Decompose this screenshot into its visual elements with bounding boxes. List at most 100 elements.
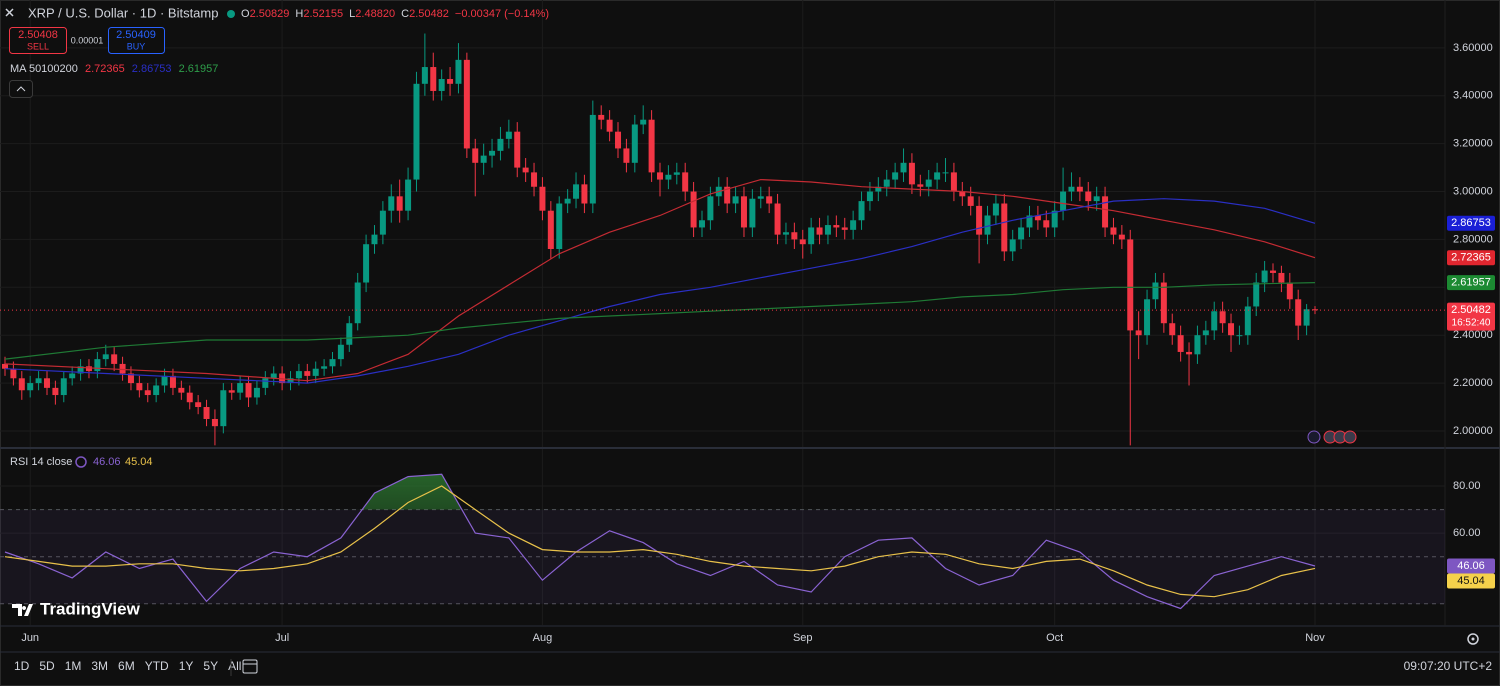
candle-body xyxy=(203,407,210,419)
brand: TradingView xyxy=(40,599,141,618)
candle-body xyxy=(379,210,386,235)
candle-body xyxy=(1219,311,1226,324)
candle-body xyxy=(1034,215,1041,221)
settings-icon[interactable] xyxy=(1467,633,1479,645)
candle-body xyxy=(237,383,244,393)
ohlc-value: 2.48820 xyxy=(355,8,395,20)
candle-body xyxy=(573,184,580,199)
candle-body xyxy=(119,363,126,374)
rsi-line xyxy=(4,473,1316,610)
candle-body xyxy=(564,198,571,204)
candle-body xyxy=(186,392,193,403)
candle-body xyxy=(94,359,101,372)
y-tick-label: 80.00 xyxy=(1453,480,1481,492)
axis-tag-label: 45.04 xyxy=(1457,575,1485,587)
range-button[interactable]: 5D xyxy=(39,659,55,673)
x-tick-label: Sep xyxy=(793,632,813,644)
candle-body xyxy=(405,179,412,211)
candle-body xyxy=(615,131,622,149)
candle-body xyxy=(1244,306,1251,336)
y-tick-label: 2.20000 xyxy=(1453,377,1493,389)
candle-body xyxy=(287,378,294,384)
candle-body xyxy=(321,366,328,369)
spread: 0.00001 xyxy=(71,35,104,45)
candle-body xyxy=(976,205,983,235)
candle-body xyxy=(136,383,143,391)
axis-tag xyxy=(1447,558,1495,574)
ohlc-key: H xyxy=(295,8,303,20)
candle-body xyxy=(1312,309,1318,311)
range-button[interactable]: 1Y xyxy=(179,659,194,673)
candle-body xyxy=(77,366,84,374)
candle-body xyxy=(497,138,504,151)
change: −0.00347 (−0.14%) xyxy=(455,8,549,20)
candle-body xyxy=(455,59,462,84)
candle-body xyxy=(1177,335,1184,352)
candle-body xyxy=(472,148,479,163)
candle-body xyxy=(1152,282,1159,300)
candle-body xyxy=(18,378,25,391)
event-marker[interactable] xyxy=(1307,430,1321,444)
sell-button[interactable] xyxy=(9,27,67,54)
ohlc-key: C xyxy=(401,8,409,20)
candle-body xyxy=(782,232,789,235)
buy-button[interactable] xyxy=(108,27,165,54)
range-button[interactable]: 1M xyxy=(65,659,82,673)
event-markers xyxy=(1307,430,1357,444)
candle-body xyxy=(900,162,907,173)
close-icon[interactable] xyxy=(5,8,14,17)
candle-body xyxy=(220,390,227,427)
candle-body xyxy=(371,234,378,245)
candle-body xyxy=(740,196,747,228)
candle-body xyxy=(707,196,714,221)
candle-body xyxy=(2,363,8,369)
axis-tag xyxy=(1447,250,1495,266)
date-range-icon[interactable] xyxy=(242,659,258,674)
x-tick-label: Nov xyxy=(1305,632,1325,644)
candle-body xyxy=(69,373,76,379)
event-marker[interactable] xyxy=(1343,430,1357,444)
ma-line xyxy=(4,198,1316,384)
clock: 09:07:20 UTC+2 xyxy=(1404,659,1493,673)
candle-body xyxy=(505,131,512,139)
range-button[interactable]: YTD xyxy=(145,659,169,673)
y-tick-label: 2.40000 xyxy=(1453,329,1493,341)
candle-body xyxy=(749,198,756,228)
candle-body xyxy=(732,196,739,204)
candle-body xyxy=(766,196,773,204)
candle-body xyxy=(354,282,361,324)
candle-body xyxy=(841,227,848,230)
axis-tag-label: 46.06 xyxy=(1457,560,1485,572)
y-tick-label: 2.00000 xyxy=(1453,425,1493,437)
candle-body xyxy=(1286,282,1293,300)
candle-body xyxy=(808,227,815,245)
candle-body xyxy=(245,383,252,398)
range-button[interactable]: 3M xyxy=(91,659,108,673)
ohlc-value: 2.52155 xyxy=(303,8,343,20)
toolbar: 1D 5D 1M 3M 6M YTD 1Y 5Y All xyxy=(14,659,241,673)
range-button[interactable]: 5Y xyxy=(203,659,218,673)
candle-body xyxy=(1236,335,1243,337)
ohlc-key: L xyxy=(349,8,355,20)
x-tick-label: Jun xyxy=(21,632,39,644)
y-tick-label: 60.00 xyxy=(1453,527,1481,539)
candle-body xyxy=(480,155,487,163)
candle-body xyxy=(1194,335,1201,355)
candle-body xyxy=(1144,299,1151,336)
range-button[interactable]: 1D xyxy=(14,659,30,673)
candle-body xyxy=(547,210,554,249)
candle-body xyxy=(43,378,50,388)
candle-body xyxy=(623,148,630,163)
candle-body xyxy=(648,119,655,173)
ohlc-key: O xyxy=(241,8,250,20)
range-button[interactable]: 6M xyxy=(118,659,135,673)
candle-body xyxy=(1228,323,1235,336)
y-tick-label: 3.00000 xyxy=(1453,185,1493,197)
range-button[interactable]: All xyxy=(228,659,241,673)
candle-body xyxy=(883,179,890,187)
overbought-fill xyxy=(362,474,462,510)
collapse-button[interactable] xyxy=(9,80,33,98)
ohlc-line: O2.50829 H2.52155 L2.48820 C2.50482 −0.0… xyxy=(241,8,549,20)
buy-label: BUY xyxy=(127,41,146,51)
